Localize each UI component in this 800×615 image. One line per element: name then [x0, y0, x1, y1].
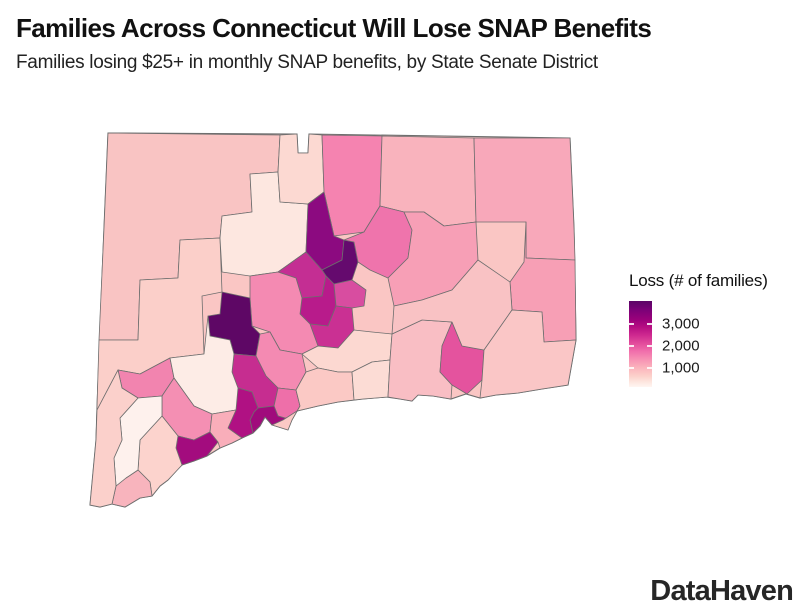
legend-body: 3,000 2,000 1,000 — [629, 301, 797, 387]
legend-tick-mark — [629, 344, 634, 347]
connecticut-choropleth-map — [82, 108, 612, 538]
legend-tick-mark — [647, 322, 652, 325]
datahaven-logo: DataHaven — [650, 575, 794, 607]
legend-tick-mark — [647, 344, 652, 347]
legend-tick-mark — [647, 367, 652, 370]
legend-tick-mark — [629, 367, 634, 370]
legend: Loss (# of families) 3,000 2,000 1,000 — [629, 271, 797, 387]
legend-tick-mark — [629, 322, 634, 325]
legend-tick-label-0: 3,000 — [662, 315, 700, 333]
district-se-corner — [479, 309, 577, 399]
district-granby-notch — [277, 133, 325, 205]
legend-tick-label-2: 1,000 — [662, 359, 700, 377]
legend-title: Loss (# of families) — [629, 271, 768, 290]
ct-map-svg — [89, 132, 577, 508]
legend-tick-label-1: 2,000 — [662, 337, 700, 355]
district-stratford-milford — [209, 409, 243, 449]
chart-subtitle: Families losing $25+ in monthly SNAP ben… — [16, 52, 598, 73]
district-stamford-greenwich — [89, 369, 139, 508]
chart-title: Families Across Connecticut Will Lose SN… — [16, 13, 652, 43]
legend-gradient-bar — [629, 301, 652, 387]
